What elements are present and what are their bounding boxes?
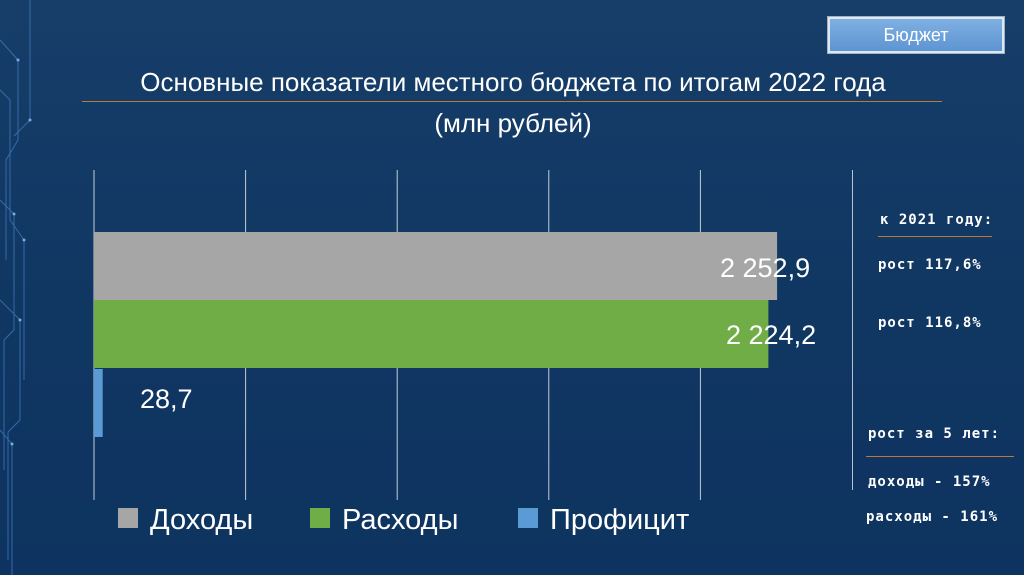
- chart-bars: [94, 232, 778, 437]
- legend-label-1: Доходы: [150, 504, 253, 536]
- chart-legend: Доходы Расходы Профицит: [118, 504, 689, 536]
- side-growth-expense: рост 116,8%: [878, 315, 982, 331]
- side-growth-income: рост 117,6%: [878, 257, 982, 273]
- side-header-vs-2021: к 2021 году:: [880, 212, 994, 228]
- budget-badge[interactable]: Бюджет: [828, 17, 1004, 53]
- legend-swatch-1: [118, 508, 138, 528]
- value-label-2: 2 224,2: [726, 320, 816, 350]
- bar-2: [94, 300, 769, 368]
- page-subtitle: (млн рублей): [434, 108, 592, 138]
- legend-label-3: Профицит: [550, 504, 689, 536]
- side-header-underline-1: [878, 236, 992, 237]
- side-header-underline-2: [866, 456, 1014, 457]
- page-title: Основные показатели местного бюджета по …: [140, 67, 886, 97]
- side-five-year-expense: расходы - 161%: [866, 509, 999, 525]
- legend-swatch-3: [518, 508, 538, 528]
- value-label-1: 2 252,9: [720, 253, 810, 283]
- side-header-five-years: рост за 5 лет:: [868, 426, 1001, 442]
- legend-label-2: Расходы: [342, 504, 458, 536]
- budget-badge-label: Бюджет: [830, 19, 1002, 51]
- side-divider: [852, 170, 853, 490]
- bar-1: [94, 232, 778, 300]
- bar-3: [94, 369, 103, 437]
- chart-value-labels: 2 252,9 2 224,2 28,7: [140, 253, 816, 414]
- title-underline: [82, 101, 942, 102]
- decorative-circuit-pattern: [0, 0, 32, 575]
- value-label-3: 28,7: [140, 384, 193, 414]
- side-five-year-income: доходы - 157%: [868, 474, 991, 490]
- legend-swatch-2: [310, 508, 330, 528]
